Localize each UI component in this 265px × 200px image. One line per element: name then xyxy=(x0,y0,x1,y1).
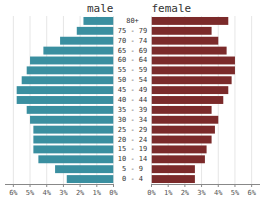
bar xyxy=(83,17,113,25)
category-label: 70 - 74 xyxy=(118,37,148,45)
bar xyxy=(152,165,195,173)
tick xyxy=(96,184,97,187)
tick xyxy=(218,184,219,187)
grid-line xyxy=(13,16,14,184)
bar xyxy=(17,96,114,104)
category-label: 55 - 59 xyxy=(118,66,148,74)
bar xyxy=(33,136,113,144)
tick xyxy=(63,184,64,187)
category-label: 20 - 24 xyxy=(118,136,148,144)
bar xyxy=(55,165,113,173)
bar xyxy=(152,27,212,35)
tick-label: 0% xyxy=(109,189,118,197)
bar xyxy=(27,66,114,74)
bar xyxy=(152,66,235,74)
bar xyxy=(152,175,195,183)
bar xyxy=(152,76,232,84)
bar xyxy=(152,126,215,134)
tick-label: 6% xyxy=(9,189,18,197)
tick-label: 3% xyxy=(197,189,206,197)
bar xyxy=(152,106,212,114)
tick xyxy=(201,184,202,187)
bar xyxy=(22,76,114,84)
bar xyxy=(152,116,219,124)
category-label: 25 - 29 xyxy=(118,126,148,134)
tick-label: 2% xyxy=(181,189,190,197)
category-label: 15 - 19 xyxy=(118,145,148,153)
category-label: 35 - 39 xyxy=(118,106,148,114)
tick xyxy=(151,184,152,187)
tick-label: 5% xyxy=(231,189,240,197)
tick xyxy=(13,184,14,187)
grid xyxy=(13,16,113,184)
bar xyxy=(67,175,114,183)
category-labels: 0 - 4 5 - 9 10 - 14 15 - 1920 - 24 25 - 29 30… xyxy=(118,17,148,183)
category-label: 10 - 14 xyxy=(118,155,148,163)
bar xyxy=(152,17,229,25)
tick xyxy=(80,184,81,187)
category-label: 65 - 69 xyxy=(118,47,148,55)
chart: 0% 1% 2% 3% 4% 5% 6% male 0% 1% 2% 3% 4% 5% 6% female 0 … xyxy=(0,0,265,200)
bar xyxy=(152,155,205,163)
tick xyxy=(184,184,185,187)
bar xyxy=(152,47,227,55)
bar xyxy=(38,155,113,163)
bar xyxy=(60,37,113,45)
x-axis: 0% 1% 2% 3% 4% 5% 6% xyxy=(147,184,256,197)
tick-label: 1% xyxy=(93,189,102,197)
bar xyxy=(30,116,113,124)
tick-label: 1% xyxy=(164,189,173,197)
tick xyxy=(30,184,31,187)
bar xyxy=(77,27,114,35)
panel-title: female xyxy=(152,2,192,15)
tick-label: 6% xyxy=(247,189,256,197)
bars xyxy=(152,17,235,183)
bar xyxy=(17,86,114,94)
category-label: 60 - 64 xyxy=(118,56,148,64)
bar xyxy=(152,37,219,45)
category-label: 50 - 54 xyxy=(118,76,148,84)
bar xyxy=(152,86,229,94)
panel-title: male xyxy=(87,2,114,15)
bars xyxy=(17,17,114,183)
bar xyxy=(152,57,235,65)
tick xyxy=(168,184,169,187)
tick-label: 3% xyxy=(59,189,68,197)
tick xyxy=(251,184,252,187)
bar xyxy=(152,96,224,104)
category-label: 5 - 9 xyxy=(122,165,143,173)
category-label: 80+ xyxy=(126,17,139,25)
x-axis: 0% 1% 2% 3% 4% 5% 6% xyxy=(9,184,118,197)
bar xyxy=(30,57,113,65)
tick-label: 4% xyxy=(214,189,223,197)
grid-line xyxy=(234,16,235,184)
tick-label: 2% xyxy=(76,189,85,197)
tick xyxy=(234,184,235,187)
bar xyxy=(43,47,113,55)
bar xyxy=(33,145,113,153)
category-label: 30 - 34 xyxy=(118,116,148,124)
tick-label: 5% xyxy=(26,189,35,197)
category-label: 40 - 44 xyxy=(118,96,148,104)
category-label: 45 - 49 xyxy=(118,86,148,94)
bar xyxy=(152,145,207,153)
bar xyxy=(27,106,114,114)
tick-label: 4% xyxy=(43,189,52,197)
grid xyxy=(152,16,252,184)
tick xyxy=(113,184,114,187)
page: {"chart_data": {"type": "bar", "orientat… xyxy=(0,0,265,200)
bar xyxy=(33,126,113,134)
grid-line xyxy=(251,16,252,184)
category-label: 75 - 79 xyxy=(118,27,148,35)
bar xyxy=(152,136,212,144)
category-label: 0 - 4 xyxy=(122,175,143,183)
tick-label: 0% xyxy=(147,189,156,197)
tick xyxy=(46,184,47,187)
